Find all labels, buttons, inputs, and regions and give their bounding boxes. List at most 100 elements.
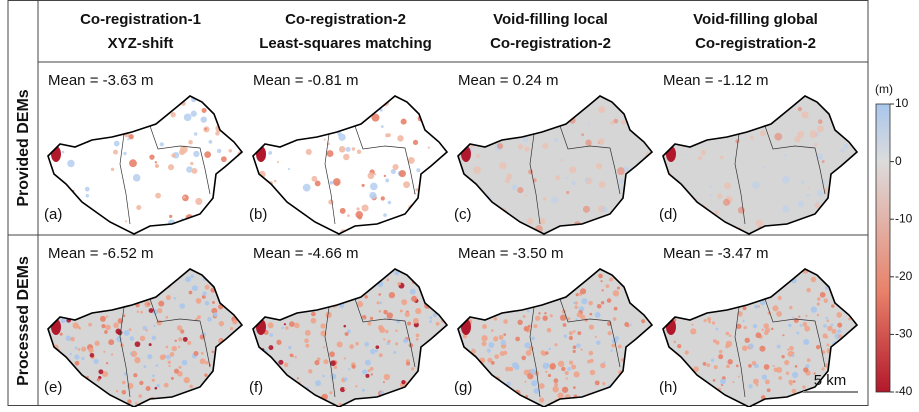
map-patch bbox=[365, 373, 370, 378]
map-patch bbox=[778, 376, 783, 380]
map-patch bbox=[473, 166, 481, 174]
map-patch bbox=[218, 320, 225, 327]
map-patch bbox=[238, 122, 242, 127]
map-patch bbox=[355, 211, 364, 219]
map-patch bbox=[338, 146, 346, 153]
map-patch bbox=[577, 331, 582, 336]
map-patch bbox=[297, 126, 304, 134]
map-patch bbox=[193, 350, 199, 356]
map-patch bbox=[108, 339, 115, 346]
map-patch bbox=[296, 377, 299, 380]
map-patch bbox=[773, 273, 777, 277]
map-patch bbox=[183, 113, 192, 122]
map-patch bbox=[641, 218, 647, 224]
map-patch bbox=[671, 312, 674, 316]
map-patch bbox=[429, 316, 433, 320]
map-patch bbox=[470, 285, 474, 289]
map-patch bbox=[195, 395, 202, 402]
map-patch bbox=[326, 269, 330, 273]
map-patch bbox=[691, 272, 698, 278]
map-patch bbox=[304, 338, 309, 343]
map-patch bbox=[490, 360, 495, 365]
map-patch bbox=[572, 330, 576, 333]
map-patch bbox=[742, 306, 747, 311]
map-patch bbox=[831, 328, 837, 334]
map-patch bbox=[587, 359, 591, 364]
frame bbox=[7, 0, 869, 406]
map-patch bbox=[677, 366, 682, 370]
map-patch bbox=[687, 139, 691, 143]
map-patch bbox=[560, 159, 563, 162]
content: Co-registration-1 XYZ-shift Co-registratio… bbox=[15, 11, 913, 408]
map-patch bbox=[364, 341, 370, 347]
map-patch bbox=[362, 369, 368, 375]
map-patch bbox=[420, 383, 426, 389]
map-patch bbox=[260, 196, 267, 204]
map-patch bbox=[635, 97, 640, 101]
map-patch bbox=[107, 272, 111, 276]
map-patch bbox=[648, 129, 652, 133]
map-patch bbox=[499, 162, 507, 170]
map-patch bbox=[125, 220, 128, 223]
map-patch bbox=[393, 351, 397, 354]
map-patch bbox=[639, 97, 647, 105]
map-patch bbox=[836, 360, 841, 365]
map-patch bbox=[188, 139, 193, 145]
map-patch bbox=[277, 385, 283, 392]
map-patch bbox=[468, 371, 474, 376]
map-patch bbox=[225, 293, 230, 298]
glacier-fill bbox=[48, 96, 242, 234]
map-patch bbox=[195, 297, 202, 304]
map-patch bbox=[837, 329, 842, 334]
mean-label: Mean = -3.50 m bbox=[458, 245, 563, 262]
map-patch bbox=[163, 398, 170, 405]
map-patch bbox=[787, 269, 793, 273]
map-patch bbox=[784, 359, 790, 366]
map-patch bbox=[801, 180, 805, 184]
map-patch bbox=[408, 388, 415, 395]
map-patch bbox=[415, 333, 420, 338]
map-patch bbox=[134, 341, 141, 348]
map-patch bbox=[201, 294, 206, 299]
map-patch bbox=[383, 373, 391, 381]
map-patch bbox=[427, 146, 430, 149]
map-patch bbox=[674, 360, 678, 364]
map-patch bbox=[763, 364, 770, 370]
map-patch bbox=[458, 367, 462, 375]
map-patch bbox=[343, 324, 347, 328]
map-patch bbox=[67, 289, 71, 292]
map-patch bbox=[268, 383, 273, 388]
map-patch bbox=[180, 329, 185, 334]
map-patch bbox=[522, 315, 526, 319]
map-patch bbox=[211, 396, 215, 400]
map-patch bbox=[166, 96, 173, 101]
map-patch bbox=[538, 300, 542, 304]
map-patch bbox=[718, 354, 724, 360]
panel-letter: (a) bbox=[44, 206, 62, 223]
map-patch bbox=[432, 189, 438, 194]
map-patch bbox=[185, 276, 192, 283]
map-patch bbox=[483, 218, 489, 224]
map-patch bbox=[361, 388, 365, 392]
map-patch bbox=[298, 271, 303, 276]
map-patch bbox=[619, 186, 623, 190]
map-patch bbox=[564, 227, 572, 234]
map-patch bbox=[522, 279, 528, 285]
map-patch bbox=[473, 284, 480, 291]
map-patch bbox=[189, 384, 193, 389]
map-patch bbox=[535, 278, 540, 283]
map-patch bbox=[745, 114, 753, 122]
colorbar-tick-label: -20 bbox=[895, 269, 913, 283]
map-patch bbox=[403, 181, 410, 189]
panel-letter: (g) bbox=[454, 379, 472, 396]
map-patch bbox=[738, 274, 745, 281]
map-patch bbox=[546, 327, 552, 333]
map-patch bbox=[797, 106, 803, 112]
map-patch bbox=[494, 287, 498, 292]
basin-line bbox=[529, 125, 621, 225]
map-patch bbox=[89, 353, 95, 358]
map-patch bbox=[791, 354, 795, 358]
map-patch bbox=[517, 319, 523, 325]
map-patch bbox=[524, 146, 530, 152]
map-patch bbox=[222, 296, 229, 303]
